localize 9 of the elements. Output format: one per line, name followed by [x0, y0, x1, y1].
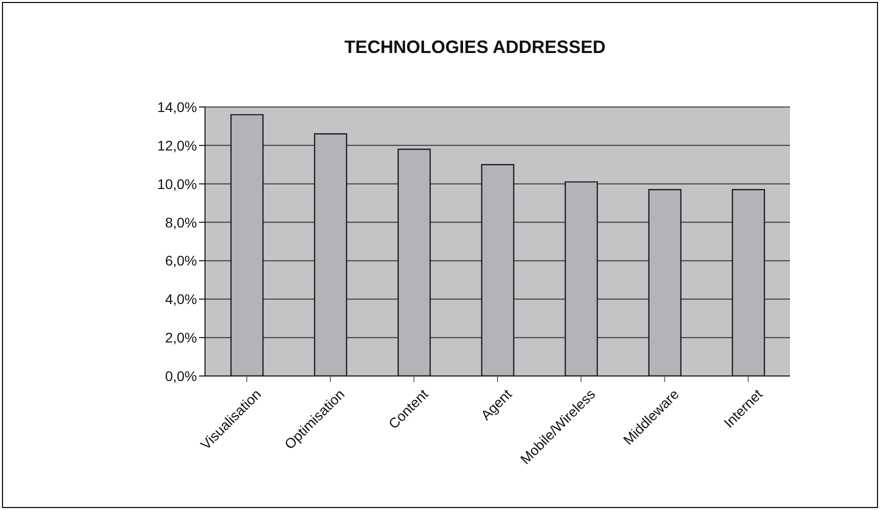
y-tick-label: 0,0%	[165, 368, 197, 384]
y-tick-label: 14,0%	[157, 98, 197, 115]
y-tick-label: 8,0%	[165, 214, 197, 230]
y-tick-label: 10,0%	[157, 176, 197, 192]
y-tick-label: 12,0%	[157, 137, 197, 154]
y-tick-label: 2,0%	[165, 330, 197, 346]
chart-title: TECHNOLOGIES ADDRESSED	[343, 37, 607, 58]
y-tick-label: 4,0%	[165, 291, 197, 308]
y-tick-label: 6,0%	[165, 252, 197, 269]
